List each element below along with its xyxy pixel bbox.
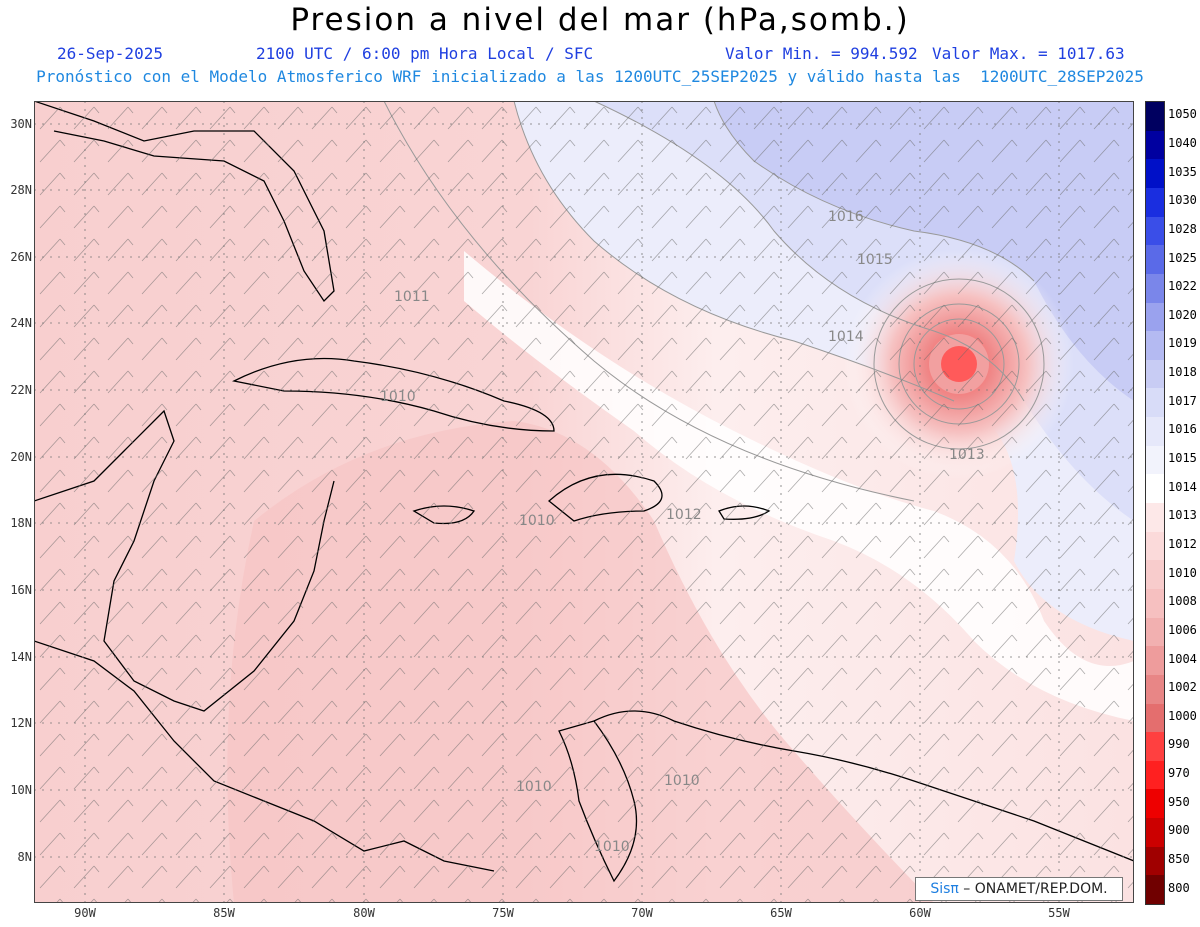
legend-label: 1022	[1168, 279, 1197, 294]
credit-text: – ONAMET/REP.DOM.	[958, 881, 1108, 897]
legend-label: 1015	[1168, 451, 1197, 466]
legend-swatch	[1146, 102, 1164, 132]
legend-swatch	[1146, 646, 1164, 676]
contour-label: 1015	[857, 252, 893, 268]
legend-swatch	[1146, 302, 1164, 332]
legend-swatch	[1146, 474, 1164, 504]
contour-label: 1010	[519, 513, 555, 529]
legend-swatch	[1146, 732, 1164, 762]
legend-label: 1014	[1168, 479, 1197, 494]
legend-label: 1020	[1168, 307, 1197, 322]
contour-label: 1010	[516, 779, 552, 795]
contour-label: 1012	[666, 507, 702, 523]
legend-label: 1006	[1168, 622, 1197, 637]
lon-label: 70W	[631, 906, 653, 920]
lon-label: 55W	[1048, 906, 1070, 920]
credit-brand: Sisπ	[930, 881, 959, 897]
lat-label: 18N	[10, 516, 32, 530]
map-title: Presion a nivel del mar (hPa,somb.)	[290, 2, 910, 38]
model-note: Pronóstico con el Modelo Atmosferico WRF…	[36, 67, 1144, 86]
legend-swatch	[1146, 245, 1164, 275]
legend-label: 850	[1168, 852, 1190, 867]
legend-label: 1004	[1168, 651, 1197, 666]
legend-swatch	[1146, 703, 1164, 733]
legend-label: 900	[1168, 823, 1190, 838]
lat-label: 10N	[10, 783, 32, 797]
legend-swatch	[1146, 818, 1164, 848]
lat-label: 30N	[10, 117, 32, 131]
legend-swatch	[1146, 531, 1164, 561]
legend-label: 1013	[1168, 508, 1197, 523]
contour-label: 1011	[394, 289, 430, 305]
lon-label: 65W	[770, 906, 792, 920]
legend-label: 1002	[1168, 680, 1197, 695]
credit-box: Sisπ – ONAMET/REP.DOM.	[915, 877, 1123, 901]
min-value: Valor Min. = 994.592	[725, 44, 918, 63]
legend-swatch	[1146, 359, 1164, 389]
contour-label: 1010	[380, 389, 416, 405]
legend-swatch	[1146, 503, 1164, 533]
lat-label: 12N	[10, 716, 32, 730]
legend-label: 1025	[1168, 250, 1197, 265]
legend-swatch	[1146, 846, 1164, 876]
legend-swatch	[1146, 417, 1164, 447]
max-value: Valor Max. = 1017.63	[932, 44, 1125, 63]
contour-label: 1010	[664, 773, 700, 789]
lat-label: 28N	[10, 183, 32, 197]
pressure-map[interactable]: 1016 1015 1014 1013 1012 1011 1010 1010 …	[34, 101, 1134, 903]
legend-label: 1035	[1168, 164, 1197, 179]
valid-date: 26-Sep-2025	[57, 44, 163, 63]
legend-swatch	[1146, 760, 1164, 790]
legend-swatch	[1146, 875, 1164, 905]
legend-swatch	[1146, 588, 1164, 619]
legend-swatch	[1146, 331, 1164, 361]
legend-label: 1028	[1168, 221, 1197, 236]
valid-time: 2100 UTC / 6:00 pm Hora Local / SFC	[256, 44, 594, 63]
legend-label: 1017	[1168, 393, 1197, 408]
contour-label: 1016	[828, 209, 864, 225]
lat-label: 22N	[10, 383, 32, 397]
legend-swatch	[1146, 445, 1164, 475]
lon-label: 80W	[353, 906, 375, 920]
legend-label: 1019	[1168, 336, 1197, 351]
legend-label: 970	[1168, 766, 1190, 781]
legend-swatch	[1146, 159, 1164, 189]
lat-label: 8N	[17, 850, 32, 864]
lat-label: 14N	[10, 650, 32, 664]
lon-label: 85W	[213, 906, 235, 920]
legend-swatch	[1146, 560, 1164, 590]
legend-label: 1050	[1168, 107, 1197, 122]
lat-label: 20N	[10, 450, 32, 464]
legend-label: 1018	[1168, 365, 1197, 380]
contour-label: 1010	[594, 839, 630, 855]
legend-label: 1040	[1168, 135, 1197, 150]
legend-label: 1000	[1168, 708, 1197, 723]
lat-label: 16N	[10, 583, 32, 597]
legend-swatch	[1146, 789, 1164, 819]
legend-label: 800	[1168, 880, 1190, 895]
lon-label: 60W	[909, 906, 931, 920]
legend-swatch	[1146, 216, 1164, 246]
legend-label: 1008	[1168, 594, 1197, 609]
legend-swatch	[1146, 388, 1164, 418]
lat-label: 24N	[10, 316, 32, 330]
lat-label: 26N	[10, 250, 32, 264]
lon-label: 75W	[492, 906, 514, 920]
legend-swatch	[1146, 187, 1164, 218]
legend-label: 1012	[1168, 536, 1197, 551]
lon-label: 90W	[74, 906, 96, 920]
contour-label: 1013	[949, 447, 985, 463]
legend-swatch	[1146, 617, 1164, 647]
legend-label: 950	[1168, 794, 1190, 809]
color-legend	[1145, 101, 1165, 905]
legend-label: 990	[1168, 737, 1190, 752]
legend-label: 1030	[1168, 193, 1197, 208]
contour-label: 1014	[828, 329, 864, 345]
legend-swatch	[1146, 273, 1164, 303]
legend-swatch	[1146, 674, 1164, 704]
legend-swatch	[1146, 130, 1164, 160]
legend-label: 1016	[1168, 422, 1197, 437]
legend-label: 1010	[1168, 565, 1197, 580]
